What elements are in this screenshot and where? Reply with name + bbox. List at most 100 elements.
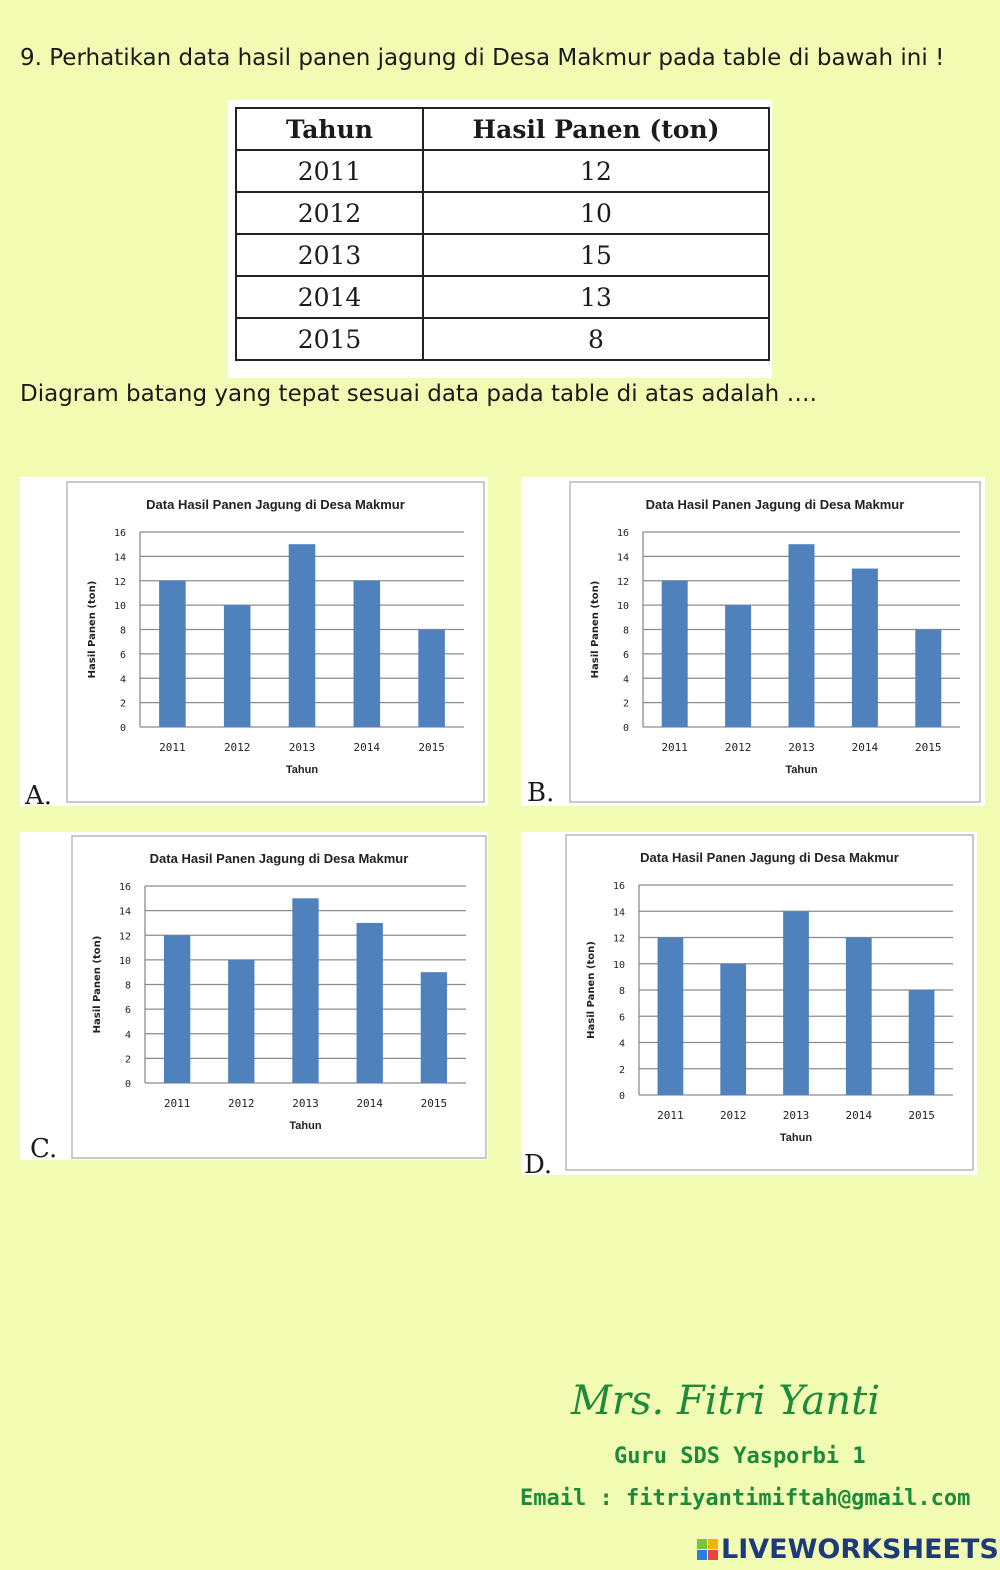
table-header-row: Tahun Hasil Panen (ton) — [235, 107, 770, 151]
bar-chart-svg: Data Hasil Panen Jagung di Desa Makmur 0 2… — [71, 835, 487, 1159]
bar-2013 — [788, 544, 815, 727]
option-a-label: A. — [25, 781, 53, 811]
cell-year: 2014 — [235, 275, 424, 319]
bar-2014 — [353, 580, 381, 727]
y-tick-label: 14 — [119, 907, 131, 918]
y-tick-label: 16 — [114, 528, 126, 539]
table-row: 2011 12 — [235, 149, 770, 193]
x-tick-label: 2014 — [354, 741, 381, 754]
bar-2014 — [356, 922, 383, 1083]
cell-value: 10 — [422, 191, 770, 235]
x-tick-label: 2015 — [418, 741, 445, 754]
y-tick-label: 4 — [619, 1039, 625, 1050]
y-tick-label: 4 — [125, 1030, 131, 1041]
bar-2011 — [657, 937, 684, 1095]
y-tick-label: 10 — [119, 956, 131, 967]
bar-2015 — [418, 629, 445, 727]
y-tick-label: 8 — [623, 626, 629, 637]
cell-year: 2012 — [235, 191, 424, 235]
cell-value: 8 — [422, 317, 770, 361]
y-axis-label: Hasil Panen (ton) — [590, 581, 601, 679]
bar-2014 — [845, 937, 872, 1095]
option-b-chart[interactable]: Data Hasil Panen Jagung di Desa Makmur 0 2… — [521, 477, 985, 806]
y-tick-label: 12 — [119, 931, 131, 942]
x-tick-label: 2013 — [783, 1109, 810, 1122]
data-table-container: Tahun Hasil Panen (ton) 2011 12 2012 10 20… — [228, 100, 772, 378]
bar-2013 — [288, 544, 316, 727]
y-tick-label: 4 — [623, 674, 629, 685]
y-tick-label: 2 — [619, 1065, 625, 1076]
x-tick-label: 2013 — [788, 741, 815, 754]
chart-title: Data Hasil Panen Jagung di Desa Makmur — [646, 497, 905, 512]
bar-2015 — [908, 990, 935, 1095]
option-a-chart[interactable]: Data Hasil Panen Jagung di Desa Makmur 0 2… — [20, 477, 488, 806]
bar-2011 — [159, 580, 186, 727]
x-tick-label: 2014 — [356, 1097, 383, 1110]
y-tick-label: 4 — [120, 674, 126, 685]
cell-year: 2011 — [235, 149, 424, 193]
y-tick-label: 10 — [617, 601, 629, 612]
y-tick-label: 12 — [114, 577, 126, 588]
brand-text: LIVEWORKSHEETS — [721, 1534, 999, 1565]
option-c-chart[interactable]: Data Hasil Panen Jagung di Desa Makmur 0 2… — [20, 832, 488, 1160]
y-tick-label: 8 — [125, 981, 131, 992]
chart-title: Data Hasil Panen Jagung di Desa Makmur — [640, 850, 899, 865]
x-tick-label: 2012 — [228, 1097, 255, 1110]
option-c-label: C. — [30, 1134, 58, 1164]
option-d-chart[interactable]: Data Hasil Panen Jagung di Desa Makmur 0 2… — [521, 832, 977, 1175]
y-tick-label: 14 — [613, 907, 625, 918]
y-tick-label: 2 — [623, 699, 629, 710]
bar-2012 — [223, 605, 251, 727]
data-table: Tahun Hasil Panen (ton) 2011 12 2012 10 20… — [235, 107, 770, 361]
x-tick-label: 2014 — [846, 1109, 873, 1122]
y-tick-label: 6 — [623, 650, 629, 661]
y-tick-label: 0 — [125, 1079, 131, 1090]
x-tick-label: 2015 — [421, 1097, 448, 1110]
x-tick-label: 2015 — [908, 1109, 935, 1122]
liveworksheets-brand: LIVEWORKSHEETS — [697, 1534, 999, 1565]
y-tick-label: 2 — [125, 1054, 131, 1065]
liveworksheets-logo-icon — [697, 1539, 718, 1560]
cell-year: 2015 — [235, 317, 424, 361]
bar-2012 — [228, 959, 255, 1083]
bar-2011 — [661, 580, 688, 727]
x-axis-label: Tahun — [785, 764, 817, 776]
y-tick-label: 16 — [613, 881, 625, 892]
cell-value: 13 — [422, 275, 770, 319]
school-name: Guru SDS Yasporbi 1 — [614, 1444, 866, 1469]
y-axis-label: Hasil Panen (ton) — [92, 936, 103, 1034]
cell-value: 12 — [422, 149, 770, 193]
y-tick-label: 2 — [120, 699, 126, 710]
chart-frame — [569, 481, 981, 803]
bar-2014 — [851, 568, 878, 727]
y-tick-label: 16 — [617, 528, 629, 539]
question-prompt: Diagram batang yang tepat sesuai data pa… — [20, 381, 817, 407]
header-hasil-panen: Hasil Panen (ton) — [422, 107, 770, 151]
y-tick-label: 10 — [114, 601, 126, 612]
bar-2015 — [420, 972, 448, 1083]
table-row: 2015 8 — [235, 317, 770, 361]
y-tick-label: 6 — [125, 1005, 131, 1016]
y-tick-label: 12 — [617, 577, 629, 588]
y-tick-label: 16 — [119, 882, 131, 893]
y-tick-label: 0 — [623, 723, 629, 734]
y-tick-label: 0 — [120, 723, 126, 734]
x-tick-label: 2012 — [725, 741, 752, 754]
y-axis-label: Hasil Panen (ton) — [586, 941, 597, 1039]
x-tick-label: 2012 — [720, 1109, 747, 1122]
bar-2013 — [292, 898, 319, 1083]
bar-2011 — [163, 935, 191, 1083]
chart-title: Data Hasil Panen Jagung di Desa Makmur — [150, 851, 409, 866]
y-tick-label: 6 — [120, 650, 126, 661]
x-tick-label: 2015 — [915, 741, 942, 754]
y-tick-label: 10 — [613, 960, 625, 971]
x-tick-label: 2011 — [661, 741, 688, 754]
y-tick-label: 12 — [613, 934, 625, 945]
x-tick-label: 2013 — [292, 1097, 319, 1110]
table-row: 2013 15 — [235, 233, 770, 277]
chart-title: Data Hasil Panen Jagung di Desa Makmur — [146, 497, 405, 512]
x-tick-label: 2012 — [224, 741, 251, 754]
option-d-label: D. — [524, 1150, 553, 1180]
bar-2012 — [720, 963, 747, 1095]
question-text: 9. Perhatikan data hasil panen jagung di… — [20, 45, 945, 71]
